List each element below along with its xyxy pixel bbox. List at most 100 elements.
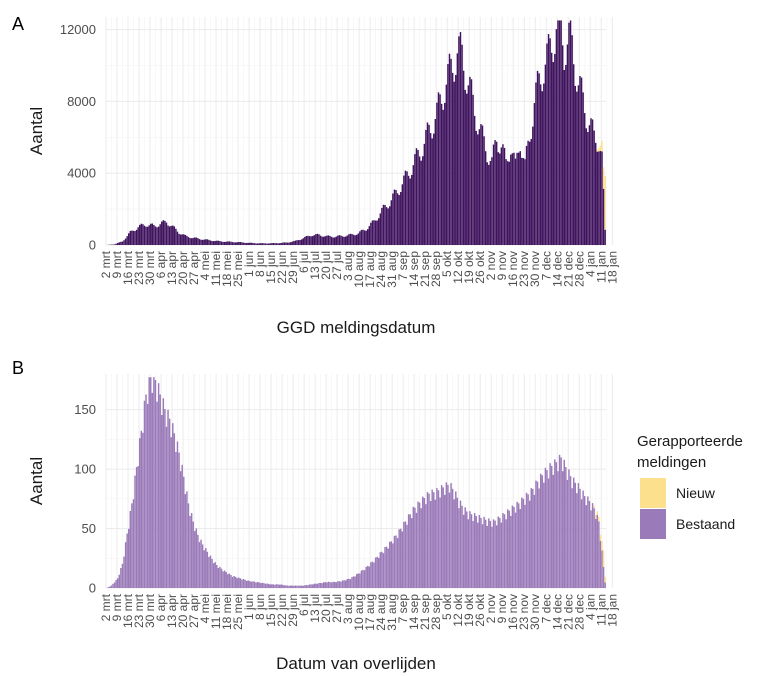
bar-bestaand	[274, 584, 276, 588]
bar-bestaand	[395, 535, 397, 588]
bar-bestaand	[470, 79, 473, 245]
x-tick-label: 2 mrt	[99, 250, 113, 278]
bar-bestaand	[313, 583, 315, 588]
bar-bestaand	[414, 154, 416, 245]
panel-label-b: B	[12, 358, 24, 378]
bar-bestaand	[157, 226, 160, 245]
bar-bestaand	[198, 239, 201, 245]
bar-bestaand	[211, 241, 213, 245]
bar-bestaand	[126, 533, 128, 588]
x-tick-label: 4 mei	[198, 594, 212, 623]
x-tick-label: 28 dec	[572, 251, 586, 287]
bar-bestaand	[387, 548, 389, 588]
bar-bestaand	[294, 240, 297, 245]
bar-bestaand	[340, 581, 342, 588]
bar-bestaand	[511, 153, 514, 245]
x-axis-title: Datum van overlijden	[276, 654, 436, 673]
bar-bestaand	[552, 474, 554, 588]
bar-bestaand	[131, 503, 133, 588]
x-tick-label: 11 mei	[209, 594, 223, 629]
x-tick-label: 9 nov	[495, 251, 509, 280]
bar-bestaand	[417, 150, 419, 245]
bar-bestaand	[151, 223, 154, 245]
bar-bestaand	[340, 235, 342, 245]
bar-bestaand	[517, 152, 520, 245]
bar-bestaand	[549, 38, 551, 246]
bar-bestaand	[514, 158, 517, 245]
x-tick-label: 5 okt	[440, 250, 454, 277]
bar-bestaand	[374, 220, 377, 245]
bar-bestaand	[159, 224, 161, 245]
x-tick-label: 14 dec	[550, 594, 564, 630]
bar-bestaand	[574, 482, 576, 588]
bar-bestaand	[557, 471, 559, 588]
bar-bestaand	[594, 142, 597, 245]
bar-bestaand	[543, 482, 545, 588]
bar-bestaand	[173, 226, 176, 245]
bar-bestaand	[321, 236, 323, 245]
bar-bestaand	[261, 582, 264, 588]
bar-bestaand	[524, 504, 526, 588]
x-tick-label: 19 okt	[462, 250, 476, 283]
bar-bestaand	[464, 89, 466, 245]
bar-bestaand	[547, 478, 550, 588]
bar-bestaand	[400, 192, 402, 245]
bar-bestaand	[544, 64, 547, 245]
x-tick-label: 16 mrt	[121, 593, 135, 628]
bar-bestaand	[506, 509, 509, 588]
bar-bestaand	[154, 226, 157, 245]
bar-bestaand	[412, 506, 415, 588]
bar-bestaand	[137, 227, 139, 245]
bar-bestaand	[472, 520, 474, 588]
bar-bestaand	[330, 236, 333, 245]
bar-bestaand	[392, 543, 394, 588]
bar-bestaand	[349, 579, 352, 588]
bar-bestaand	[286, 242, 289, 245]
x-axis-title: GGD meldingsdatum	[277, 318, 436, 337]
bar-bestaand	[241, 579, 243, 588]
bar-bestaand	[522, 158, 525, 245]
bar-bestaand	[590, 510, 592, 588]
bar-bestaand	[560, 457, 562, 588]
bar-bestaand	[118, 574, 121, 588]
y-tick-label: 0	[89, 581, 96, 596]
bar-bestaand	[187, 237, 190, 245]
bar-bestaand	[384, 204, 386, 245]
bar-bestaand	[495, 141, 498, 245]
bar-bestaand	[403, 521, 405, 588]
bar-bestaand	[190, 513, 193, 588]
bar-bestaand	[439, 94, 441, 246]
y-tick-label: 8000	[67, 94, 96, 109]
bar-bestaand	[462, 70, 465, 245]
bar-bestaand	[285, 585, 287, 588]
bar-bestaand	[148, 377, 150, 588]
bar-bestaand	[143, 400, 146, 588]
bar-bestaand	[178, 233, 180, 245]
bar-bestaand	[561, 471, 564, 588]
bar-bestaand	[258, 582, 260, 588]
bar-bestaand	[593, 508, 595, 588]
bar-bestaand	[120, 241, 122, 245]
bar-nieuw	[596, 149, 599, 152]
x-tick-label: 30 mrt	[143, 593, 157, 628]
bar-bestaand	[491, 157, 493, 245]
bar-bestaand	[282, 584, 284, 588]
bar-bestaand	[288, 585, 290, 588]
bar-bestaand	[538, 488, 540, 588]
bar-bestaand	[305, 585, 308, 588]
bar-bestaand	[415, 148, 418, 245]
bar-bestaand	[329, 581, 331, 588]
bar-bestaand	[422, 496, 424, 588]
x-tick-label: 13 apr	[165, 594, 179, 628]
bar-bestaand	[404, 521, 407, 588]
bar-bestaand	[216, 240, 218, 245]
bar-bestaand	[183, 476, 185, 588]
bar-bestaand	[311, 584, 314, 588]
bar-bestaand	[530, 488, 532, 588]
bar-bestaand	[200, 539, 202, 588]
bar-bestaand	[406, 524, 408, 588]
bar-bestaand	[558, 454, 561, 588]
bar-bestaand	[516, 501, 518, 588]
bar-bestaand	[245, 580, 248, 588]
bar-bestaand	[319, 235, 322, 245]
